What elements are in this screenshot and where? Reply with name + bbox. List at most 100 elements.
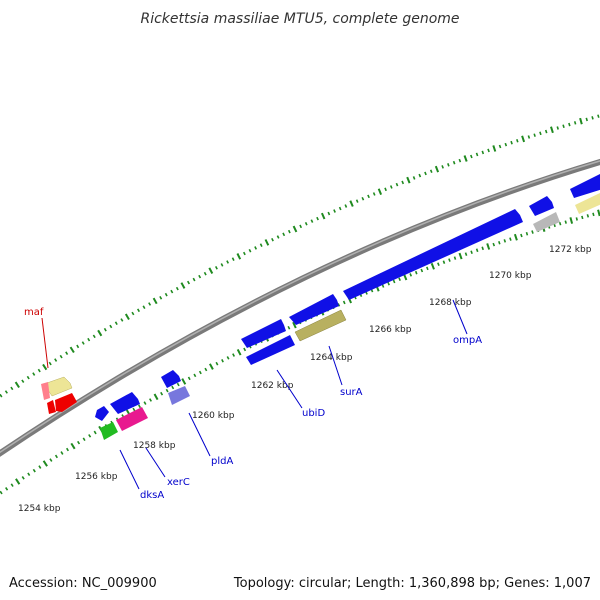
tick-mark: [165, 388, 169, 393]
gene-arrow[interactable]: [575, 193, 600, 214]
gene-arrow[interactable]: [100, 422, 118, 440]
gene-arrow[interactable]: [533, 212, 560, 232]
tick-mark: [426, 266, 429, 271]
genome-backbone-highlight: [0, 160, 600, 454]
tick-mark: [26, 375, 30, 380]
tick-mark: [487, 148, 490, 153]
gene-arrow[interactable]: [241, 319, 286, 348]
gene-arrow[interactable]: [55, 393, 77, 412]
tick-mark: [458, 158, 462, 163]
tick-mark: [568, 122, 571, 127]
tick-mark: [556, 126, 559, 130]
tick-mark: [442, 260, 446, 264]
gene-arrow[interactable]: [47, 400, 56, 414]
gene-arrow[interactable]: [289, 294, 339, 325]
tick-mark: [361, 196, 365, 201]
inner-tick-track: [0, 209, 600, 495]
accession-text: Accession: NC_009900: [9, 576, 157, 591]
tick-mark: [355, 199, 359, 203]
tick-mark: [544, 129, 548, 134]
gene-label-maf[interactable]: maf: [24, 307, 44, 318]
tick-mark: [409, 273, 413, 277]
gene-arrow[interactable]: [43, 376, 73, 397]
tick-mark: [581, 215, 584, 220]
tick-mark: [282, 232, 286, 237]
scale-label: 1266 kbp: [369, 325, 412, 335]
tick-mark: [271, 237, 274, 242]
tick-mark: [193, 373, 197, 378]
gene-arrow[interactable]: [529, 196, 554, 216]
gene-arrow[interactable]: [41, 382, 50, 400]
tick-mark: [87, 337, 91, 342]
tick-mark: [198, 370, 202, 375]
tick-mark: [42, 460, 48, 467]
gene-arrow[interactable]: [95, 406, 109, 421]
tick-mark: [316, 216, 319, 221]
gene-arrow[interactable]: [343, 209, 523, 300]
gene-label-xerC[interactable]: xerC: [167, 477, 190, 488]
tick-mark: [114, 321, 118, 325]
tick-mark: [327, 211, 331, 216]
tick-mark: [550, 126, 554, 134]
tick-mark: [586, 214, 590, 218]
tick-mark: [475, 152, 479, 157]
leader-line: [145, 447, 166, 478]
tick-mark: [48, 361, 52, 366]
tick-mark: [338, 206, 342, 211]
tick-mark: [412, 176, 416, 180]
gene-arrow[interactable]: [570, 174, 600, 198]
leader-line: [452, 299, 468, 335]
tick-mark: [142, 305, 146, 309]
reverse-strand-genes: [47, 193, 600, 440]
tick-mark: [287, 325, 291, 330]
tick-mark: [575, 217, 578, 221]
tick-mark: [504, 142, 508, 147]
tick-mark: [236, 253, 242, 260]
gene-arrow[interactable]: [246, 335, 295, 365]
tick-mark: [242, 251, 246, 256]
tick-mark: [82, 437, 86, 442]
tick-mark: [333, 209, 336, 213]
tick-mark: [21, 379, 25, 383]
tick-mark: [0, 393, 3, 398]
tick-mark: [585, 117, 588, 122]
gene-label-pldA[interactable]: pldA: [211, 456, 233, 467]
tick-mark: [310, 219, 314, 223]
tick-mark: [481, 150, 485, 155]
gene-arrow[interactable]: [294, 309, 347, 342]
gene-arrow[interactable]: [110, 392, 140, 414]
tick-mark: [531, 230, 534, 234]
tick-mark: [509, 237, 512, 241]
tick-mark: [259, 243, 263, 247]
tick-mark: [187, 376, 191, 381]
gene-arrow[interactable]: [116, 407, 148, 431]
tick-mark: [164, 292, 168, 297]
gene-label-ompA[interactable]: ompA: [453, 335, 482, 346]
gene-label-ubiD[interactable]: ubiD: [302, 408, 325, 419]
tick-mark: [153, 393, 159, 401]
gene-label-dksA[interactable]: dksA: [140, 490, 164, 501]
leader-line: [119, 449, 140, 490]
tick-mark: [525, 231, 529, 236]
tick-mark: [475, 248, 479, 253]
tick-mark: [66, 447, 69, 452]
tick-mark: [447, 163, 450, 167]
tick-mark: [520, 233, 523, 238]
tick-mark: [398, 277, 401, 282]
gene-label-surA[interactable]: surA: [340, 387, 363, 398]
tick-mark: [4, 390, 8, 394]
tick-mark: [395, 182, 399, 187]
gene-arrow[interactable]: [168, 386, 190, 405]
tick-mark: [539, 131, 542, 136]
tick-mark: [513, 233, 518, 241]
gene-arrow[interactable]: [161, 370, 181, 388]
scale-label: 1268 kbp: [429, 298, 472, 308]
scale-labels: 1254 kbp 1256 kbp 1258 kbp 1260 kbp 1262…: [18, 245, 592, 514]
tick-mark: [0, 490, 3, 495]
map-title: Rickettsia massiliae MTU5, complete geno…: [140, 11, 459, 27]
tick-mark: [597, 114, 600, 118]
tick-mark: [221, 359, 224, 363]
tick-mark: [77, 440, 81, 445]
tick-mark: [186, 280, 191, 285]
tick-mark: [420, 268, 424, 273]
